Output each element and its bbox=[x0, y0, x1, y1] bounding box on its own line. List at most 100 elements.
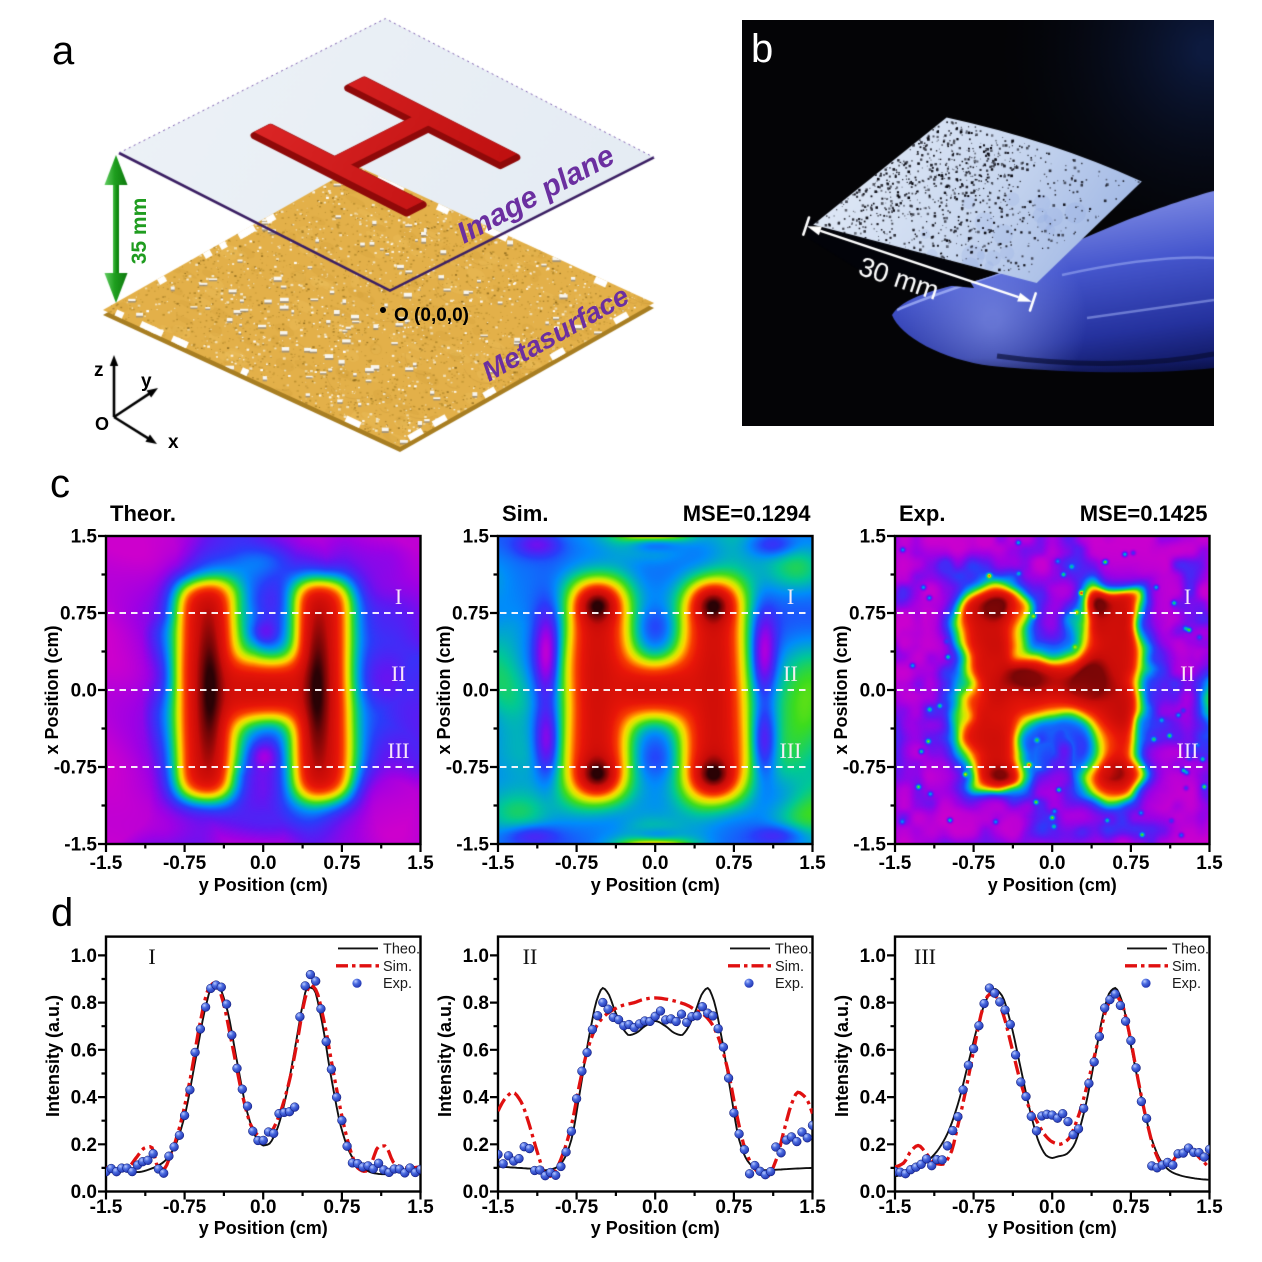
svg-text:Theo.: Theo. bbox=[1172, 941, 1209, 957]
svg-text:-1.5: -1.5 bbox=[879, 1197, 912, 1218]
svg-text:Sim.: Sim. bbox=[383, 959, 412, 975]
svg-text:0.0: 0.0 bbox=[71, 1182, 97, 1203]
svg-text:0.0: 0.0 bbox=[860, 1182, 886, 1203]
svg-text:a: a bbox=[52, 29, 75, 73]
svg-text:x Position (cm): x Position (cm) bbox=[42, 625, 62, 754]
svg-text:Sim.: Sim. bbox=[1172, 959, 1201, 975]
svg-text:0.75: 0.75 bbox=[1112, 853, 1149, 874]
svg-text:-1.5: -1.5 bbox=[456, 835, 489, 856]
svg-text:MSE=0.1294: MSE=0.1294 bbox=[683, 501, 812, 526]
svg-text:0.8: 0.8 bbox=[860, 993, 886, 1014]
svg-text:b: b bbox=[751, 27, 773, 71]
svg-text:y Position (cm): y Position (cm) bbox=[199, 1218, 328, 1238]
svg-text:-0.75: -0.75 bbox=[952, 1197, 996, 1218]
svg-text:Image plane: Image plane bbox=[452, 139, 620, 250]
svg-text:O (0,0,0): O (0,0,0) bbox=[394, 305, 469, 326]
svg-text:0.0: 0.0 bbox=[1039, 1197, 1065, 1218]
svg-text:x: x bbox=[168, 432, 179, 453]
svg-text:1.5: 1.5 bbox=[463, 527, 490, 548]
svg-text:0.75: 0.75 bbox=[452, 604, 489, 625]
svg-text:0.0: 0.0 bbox=[463, 681, 489, 702]
svg-text:1.0: 1.0 bbox=[71, 946, 97, 967]
svg-text:0.75: 0.75 bbox=[323, 1197, 360, 1218]
svg-text:-1.5: -1.5 bbox=[879, 853, 912, 874]
svg-text:y Position (cm): y Position (cm) bbox=[988, 1218, 1117, 1238]
svg-text:0.75: 0.75 bbox=[849, 604, 886, 625]
svg-text:1.5: 1.5 bbox=[799, 853, 826, 874]
svg-text:1.5: 1.5 bbox=[1196, 1197, 1223, 1218]
svg-text:-1.5: -1.5 bbox=[853, 835, 886, 856]
svg-text:I: I bbox=[787, 584, 794, 609]
svg-text:0.8: 0.8 bbox=[463, 993, 489, 1014]
svg-text:0.6: 0.6 bbox=[71, 1040, 97, 1061]
svg-text:Exp.: Exp. bbox=[383, 976, 412, 992]
svg-text:0.2: 0.2 bbox=[860, 1135, 886, 1156]
svg-text:1.5: 1.5 bbox=[1196, 853, 1223, 874]
svg-text:-0.75: -0.75 bbox=[163, 1197, 207, 1218]
svg-text:-1.5: -1.5 bbox=[90, 1197, 123, 1218]
svg-text:0.75: 0.75 bbox=[60, 604, 97, 625]
svg-text:0.4: 0.4 bbox=[860, 1088, 887, 1109]
svg-text:I: I bbox=[395, 584, 402, 609]
svg-text:Theor.: Theor. bbox=[110, 501, 176, 526]
svg-text:0.6: 0.6 bbox=[860, 1040, 886, 1061]
svg-text:Intensity (a.u.): Intensity (a.u.) bbox=[43, 995, 63, 1117]
svg-text:Exp.: Exp. bbox=[1172, 976, 1201, 992]
svg-text:-0.75: -0.75 bbox=[54, 758, 98, 779]
svg-text:II: II bbox=[783, 661, 798, 686]
svg-text:d: d bbox=[51, 891, 73, 935]
svg-text:-1.5: -1.5 bbox=[482, 1197, 515, 1218]
svg-text:x Position (cm): x Position (cm) bbox=[831, 625, 851, 754]
svg-text:III: III bbox=[914, 944, 936, 969]
svg-text:-0.75: -0.75 bbox=[163, 853, 207, 874]
svg-text:O: O bbox=[95, 414, 109, 434]
svg-text:0.75: 0.75 bbox=[323, 853, 360, 874]
svg-text:Intensity (a.u.): Intensity (a.u.) bbox=[832, 995, 852, 1117]
svg-text:0.2: 0.2 bbox=[463, 1135, 489, 1156]
svg-text:II: II bbox=[391, 661, 406, 686]
svg-text:0.75: 0.75 bbox=[715, 1197, 752, 1218]
svg-text:Theo.: Theo. bbox=[775, 941, 812, 957]
svg-text:y: y bbox=[141, 371, 152, 392]
svg-text:0.0: 0.0 bbox=[860, 681, 886, 702]
svg-text:y Position (cm): y Position (cm) bbox=[591, 1218, 720, 1238]
svg-text:z: z bbox=[94, 360, 104, 381]
svg-text:MSE=0.1425: MSE=0.1425 bbox=[1080, 501, 1208, 526]
svg-text:III: III bbox=[780, 738, 802, 763]
svg-text:Metasurface: Metasurface bbox=[477, 280, 634, 387]
svg-text:0.0: 0.0 bbox=[250, 853, 276, 874]
svg-text:c: c bbox=[50, 462, 70, 506]
svg-text:-1.5: -1.5 bbox=[482, 853, 515, 874]
svg-text:0.0: 0.0 bbox=[1039, 853, 1065, 874]
svg-text:Sim.: Sim. bbox=[502, 501, 548, 526]
svg-text:-1.5: -1.5 bbox=[90, 853, 123, 874]
svg-text:-0.75: -0.75 bbox=[843, 758, 887, 779]
svg-text:x Position (cm): x Position (cm) bbox=[434, 625, 454, 754]
svg-text:-0.75: -0.75 bbox=[555, 853, 599, 874]
svg-text:0.8: 0.8 bbox=[71, 993, 97, 1014]
svg-text:1.5: 1.5 bbox=[407, 1197, 434, 1218]
svg-text:0.0: 0.0 bbox=[250, 1197, 276, 1218]
svg-text:y Position (cm): y Position (cm) bbox=[988, 875, 1117, 895]
svg-text:0.2: 0.2 bbox=[71, 1135, 97, 1156]
svg-text:1.5: 1.5 bbox=[799, 1197, 826, 1218]
svg-text:1.0: 1.0 bbox=[463, 946, 489, 967]
svg-text:0.75: 0.75 bbox=[1112, 1197, 1149, 1218]
svg-text:0.0: 0.0 bbox=[642, 1197, 668, 1218]
svg-text:y Position (cm): y Position (cm) bbox=[591, 875, 720, 895]
svg-text:y Position (cm): y Position (cm) bbox=[199, 875, 328, 895]
svg-text:35 mm: 35 mm bbox=[128, 198, 151, 265]
svg-text:0.6: 0.6 bbox=[463, 1040, 489, 1061]
svg-text:III: III bbox=[388, 738, 410, 763]
svg-text:II: II bbox=[1180, 661, 1195, 686]
svg-text:-1.5: -1.5 bbox=[64, 835, 97, 856]
svg-text:I: I bbox=[1184, 584, 1191, 609]
svg-text:Intensity (a.u.): Intensity (a.u.) bbox=[435, 995, 455, 1117]
svg-text:0.0: 0.0 bbox=[71, 681, 97, 702]
svg-text:1.0: 1.0 bbox=[860, 946, 886, 967]
svg-text:Sim.: Sim. bbox=[775, 959, 804, 975]
svg-text:1.5: 1.5 bbox=[860, 527, 887, 548]
svg-text:1.5: 1.5 bbox=[71, 527, 98, 548]
svg-text:Exp.: Exp. bbox=[899, 501, 945, 526]
svg-text:-0.75: -0.75 bbox=[952, 853, 996, 874]
